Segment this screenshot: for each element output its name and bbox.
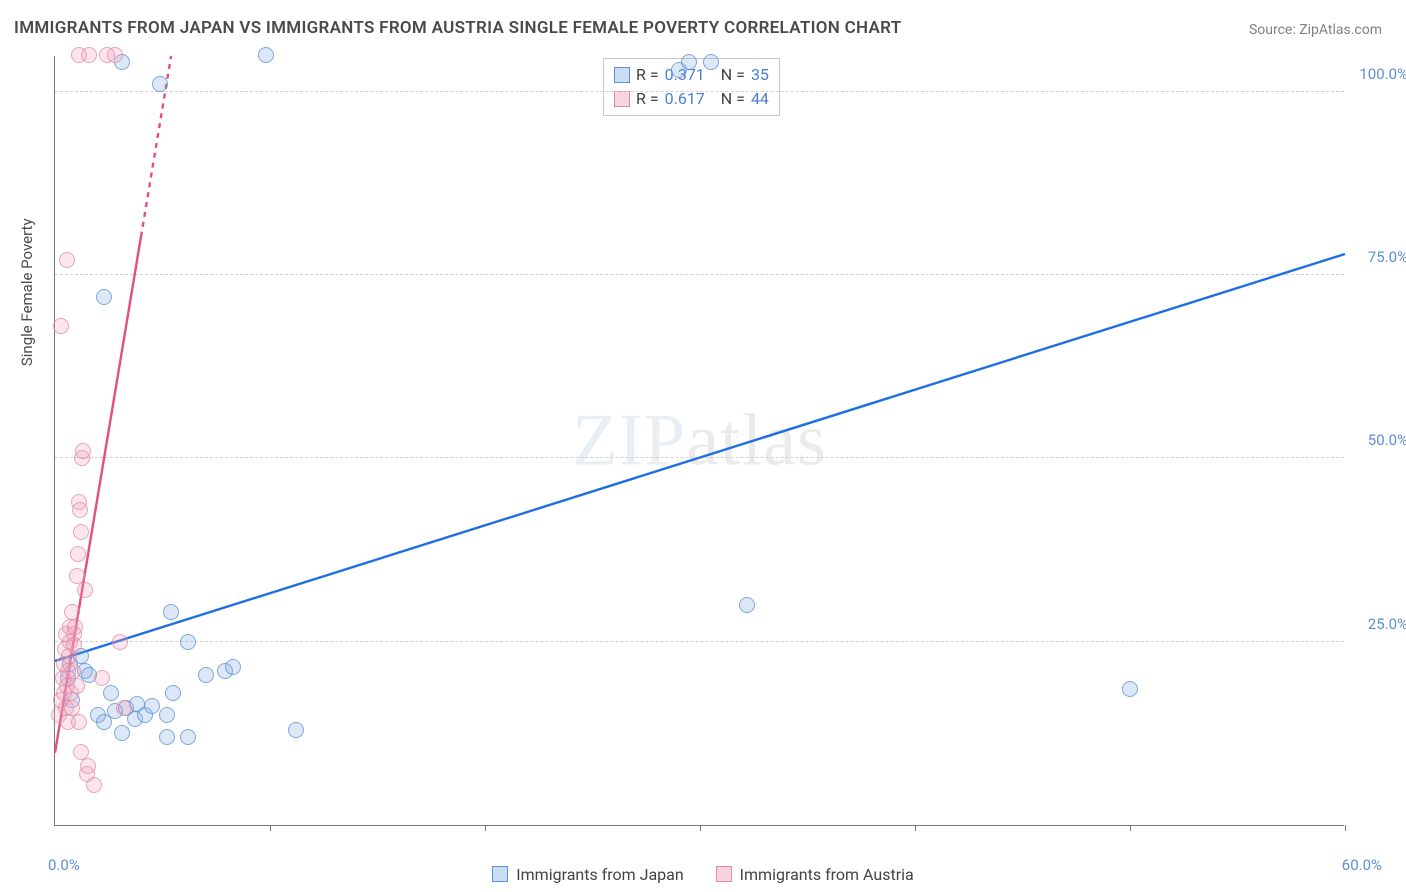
point-japan — [288, 722, 304, 738]
legend-label-austria: Immigrants from Austria — [740, 865, 914, 884]
point-japan — [681, 54, 697, 70]
point-austria — [53, 318, 69, 334]
point-austria — [77, 582, 93, 598]
point-austria — [112, 634, 128, 650]
point-japan — [180, 729, 196, 745]
chart-title: IMMIGRANTS FROM JAPAN VS IMMIGRANTS FROM… — [14, 18, 902, 38]
x-tick-label-max: 60.0% — [1342, 856, 1382, 874]
point-japan — [152, 76, 168, 92]
point-japan — [198, 667, 214, 683]
point-japan — [258, 47, 274, 63]
plot-area: ZIPatlas R = 0.371 N = 35 R = 0.617 N = … — [54, 56, 1344, 826]
point-austria — [69, 568, 85, 584]
trend-lines — [55, 56, 1345, 826]
point-austria — [107, 47, 123, 63]
point-austria — [81, 47, 97, 63]
point-austria — [75, 443, 91, 459]
y-axis-label: Single Female Poverty — [18, 218, 36, 366]
point-austria — [80, 758, 96, 774]
point-japan — [103, 685, 119, 701]
point-japan — [159, 707, 175, 723]
x-tick — [1345, 825, 1346, 831]
point-japan — [114, 725, 130, 741]
point-austria — [72, 502, 88, 518]
y-tick-label: 25.0% — [1368, 615, 1406, 633]
point-japan — [703, 54, 719, 70]
point-japan — [96, 289, 112, 305]
point-japan — [163, 604, 179, 620]
x-tick-label-min: 0.0% — [48, 856, 80, 874]
point-austria — [73, 524, 89, 540]
y-tick-label: 100.0% — [1359, 65, 1406, 83]
point-japan — [739, 597, 755, 613]
swatch-pink-icon — [716, 866, 732, 882]
point-austria — [59, 252, 75, 268]
y-tick-label: 50.0% — [1368, 431, 1406, 449]
legend-item-austria: Immigrants from Austria — [716, 865, 914, 884]
legend-series: Immigrants from Japan Immigrants from Au… — [0, 865, 1406, 887]
legend-item-japan: Immigrants from Japan — [492, 865, 683, 884]
point-austria — [70, 546, 86, 562]
point-austria — [94, 670, 110, 686]
point-austria — [65, 663, 81, 679]
correlation-chart: IMMIGRANTS FROM JAPAN VS IMMIGRANTS FROM… — [0, 0, 1406, 892]
swatch-blue-icon — [492, 866, 508, 882]
legend-label-japan: Immigrants from Japan — [516, 865, 683, 884]
point-austria — [73, 744, 89, 760]
point-japan — [144, 698, 160, 714]
point-austria — [64, 700, 80, 716]
source-attribution: Source: ZipAtlas.com — [1249, 22, 1382, 38]
point-austria — [66, 637, 82, 653]
point-austria — [116, 700, 132, 716]
point-japan — [159, 729, 175, 745]
point-austria — [86, 777, 102, 793]
point-austria — [64, 604, 80, 620]
y-tick-label: 75.0% — [1368, 248, 1406, 266]
point-austria — [71, 714, 87, 730]
point-austria — [67, 619, 83, 635]
point-japan — [180, 634, 196, 650]
point-japan — [1122, 681, 1138, 697]
point-japan — [165, 685, 181, 701]
point-japan — [225, 659, 241, 675]
point-austria — [69, 678, 85, 694]
